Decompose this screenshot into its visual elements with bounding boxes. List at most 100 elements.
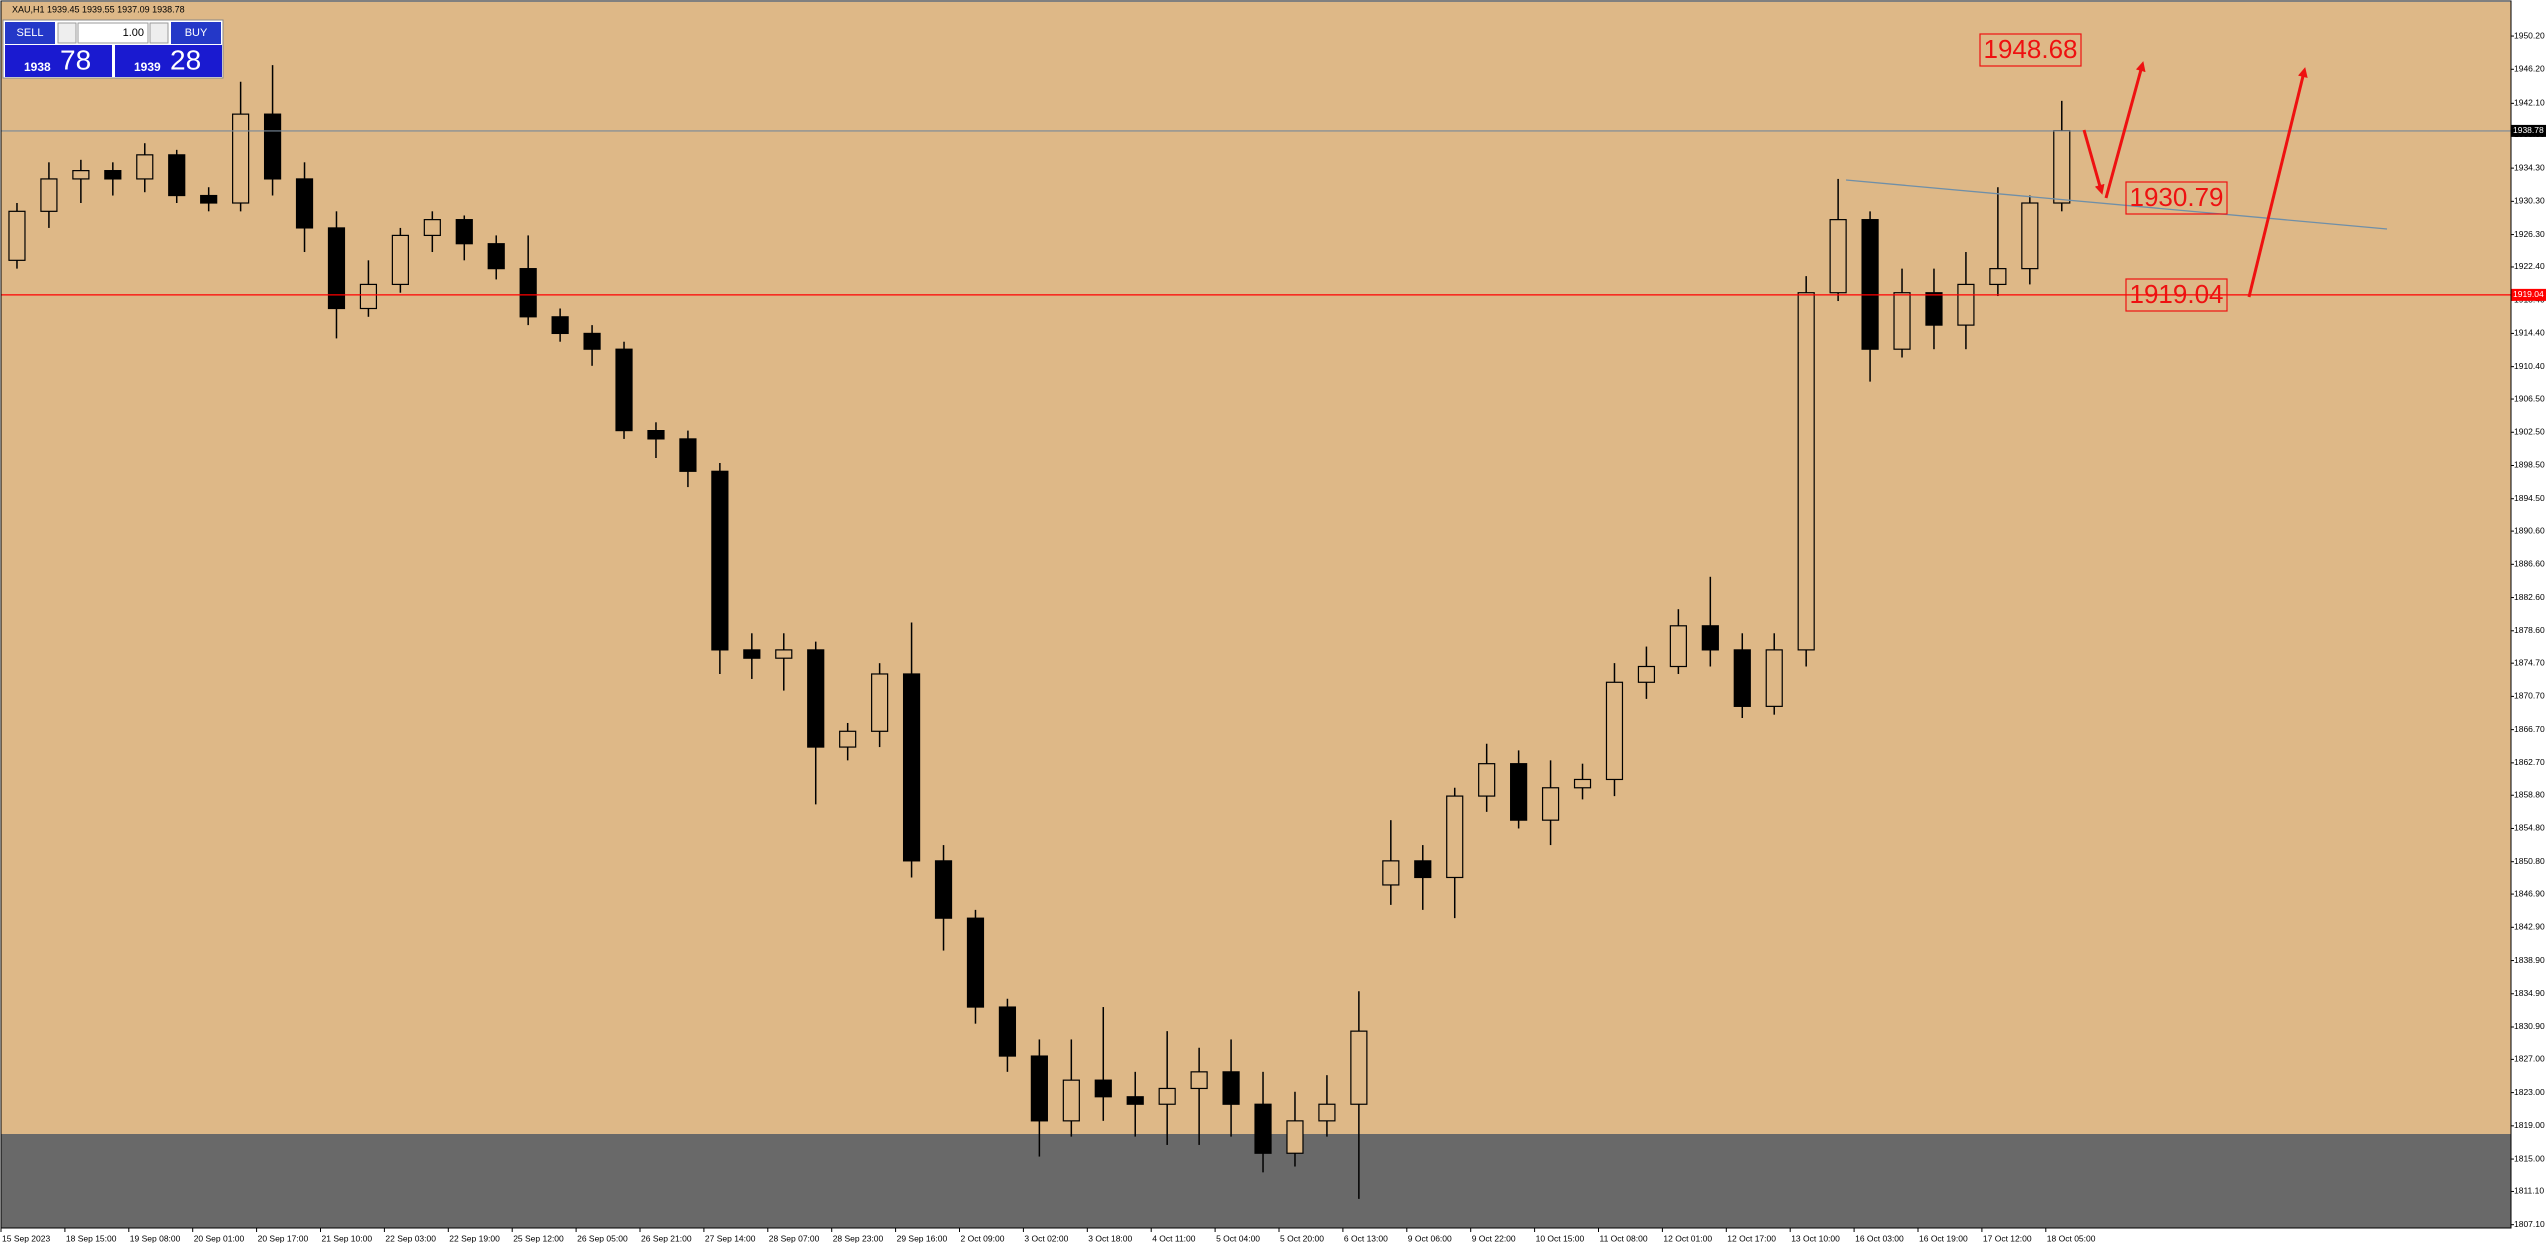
annotation-box: [2125, 278, 2228, 312]
lot-input[interactable]: [77, 22, 149, 44]
plot-border: [0, 0, 2512, 1229]
annotation: 1919.04: [2130, 279, 2224, 309]
y-tick-label: 1815.00: [2514, 1153, 2545, 1163]
sell-button[interactable]: [5, 22, 55, 44]
y-tick-label: 1882.60: [2514, 592, 2545, 602]
y-tick-label: 1942.10: [2514, 98, 2545, 108]
candle-body: [359, 283, 378, 310]
x-tick-label: 20 Sep 01:00: [194, 1233, 245, 1243]
x-tick-label: 28 Sep 07:00: [769, 1233, 820, 1243]
candle-body: [487, 243, 505, 270]
candle-body: [1350, 1030, 1368, 1105]
x-tick-label: 11 Oct 08:00: [1600, 1233, 1648, 1243]
x-tick-label: 27 Sep 14:00: [705, 1233, 756, 1243]
y-tick-label: 1866.70: [2514, 724, 2545, 734]
price-label-bg: [2511, 124, 2546, 137]
candle-body: [200, 194, 218, 204]
y-tick-label: 1819.00: [2514, 1120, 2545, 1130]
candle-body: [263, 113, 282, 180]
candle-body: [1957, 283, 1975, 326]
candle-body: [40, 178, 58, 212]
y-tick-label: 1823.00: [2514, 1087, 2545, 1097]
candle-body: [519, 268, 537, 318]
candle-body: [232, 113, 250, 204]
y-tick-label: 1838.90: [2514, 955, 2545, 965]
x-tick-label: 12 Oct 01:00: [1663, 1233, 1712, 1243]
x-tick-label: 9 Oct 06:00: [1408, 1233, 1452, 1243]
candle-body: [647, 430, 665, 440]
y-tick-label: 1890.60: [2514, 525, 2545, 535]
candle-body: [583, 332, 601, 350]
candle-body: [1925, 292, 1943, 326]
candle-body: [679, 438, 697, 472]
candle-body: [775, 649, 793, 659]
y-tick-label: 1930.30: [2514, 196, 2545, 206]
y-tick-label: 1926.30: [2514, 229, 2545, 239]
buy-label[interactable]: BUY: [185, 27, 208, 39]
buy-price-box[interactable]: [115, 45, 222, 77]
x-tick-label: 21 Sep 10:00: [322, 1233, 373, 1243]
price-label: 1938.78: [2513, 125, 2544, 135]
y-tick-label: 1850.80: [2514, 856, 2545, 866]
y-tick-label: 1922.40: [2514, 261, 2545, 271]
y-tick-label: 1902.50: [2514, 427, 2545, 437]
candle-body: [136, 154, 154, 180]
y-tick-label: 1846.90: [2514, 888, 2545, 898]
x-tick-label: 13 Oct 10:00: [1791, 1233, 1840, 1243]
x-tick-label: 26 Sep 21:00: [641, 1233, 692, 1243]
x-tick-label: 29 Sep 16:00: [897, 1233, 948, 1243]
buy-button[interactable]: [171, 22, 221, 44]
lot-value[interactable]: 1.00: [123, 27, 144, 39]
x-tick-label: 25 Sep 12:00: [513, 1233, 564, 1243]
candle-body: [1318, 1103, 1336, 1122]
candle-body: [934, 860, 953, 919]
x-tick-label: 12 Oct 17:00: [1727, 1233, 1776, 1243]
candle-body: [871, 673, 889, 732]
candle-body: [1062, 1079, 1080, 1122]
sell-price-pips[interactable]: 78: [60, 44, 91, 75]
annotation: 1930.79: [2130, 182, 2224, 212]
sell-price-big[interactable]: 1938: [24, 60, 51, 74]
candle-body: [1989, 268, 2007, 286]
candle-body: [839, 730, 857, 748]
candle-body: [72, 170, 90, 180]
candle-body: [1094, 1079, 1112, 1098]
candle-body: [1797, 292, 1815, 651]
x-tick-label: 3 Oct 02:00: [1024, 1233, 1068, 1243]
sell-label[interactable]: SELL: [17, 27, 44, 39]
annotation-box: [2125, 181, 2228, 215]
y-tick-label: 1910.40: [2514, 361, 2545, 371]
annotations: 1948.68 1930.79 1919.04: [1979, 33, 2228, 312]
candle-body: [1382, 860, 1400, 886]
y-tick-label: 1862.70: [2514, 757, 2545, 767]
candle-body: [1765, 649, 1783, 707]
lot-up[interactable]: [149, 22, 169, 44]
sell-price-box[interactable]: [5, 45, 112, 77]
arrow: [2104, 61, 2146, 199]
x-tick-label: 16 Oct 19:00: [1919, 1233, 1968, 1243]
candle-body: [1541, 787, 1560, 821]
y-tick-label: 1834.90: [2514, 988, 2545, 998]
buy-price-big[interactable]: 1939: [134, 60, 161, 74]
candle-body: [551, 316, 569, 335]
lines: 1938.78 1919.04: [1, 124, 2546, 301]
lot-down[interactable]: [57, 22, 77, 44]
candle-body: [1446, 795, 1464, 879]
candle-body: [1126, 1096, 1144, 1105]
x-tick-label: 19 Sep 08:00: [130, 1233, 181, 1243]
plot-area: [1, 2, 2511, 1228]
x-tick-label: 15 Sep 2023: [2, 1233, 50, 1243]
candle-body: [1829, 219, 1847, 294]
y-tick-label: 1858.80: [2514, 789, 2545, 799]
candle-body: [711, 470, 729, 651]
buy-price-pips[interactable]: 28: [170, 44, 201, 75]
x-tick-label: 9 Oct 22:00: [1472, 1233, 1516, 1243]
y-tick-label: 1946.20: [2514, 64, 2545, 74]
candle-body: [1861, 219, 1879, 350]
candle-body: [1222, 1071, 1240, 1105]
x-tick-label: 22 Sep 19:00: [449, 1233, 500, 1243]
trade-panel: SELL 1.00 BUY 1938 78 1939 28: [2, 19, 224, 79]
candle-body: [1190, 1071, 1208, 1090]
trendline: [1845, 179, 2388, 230]
